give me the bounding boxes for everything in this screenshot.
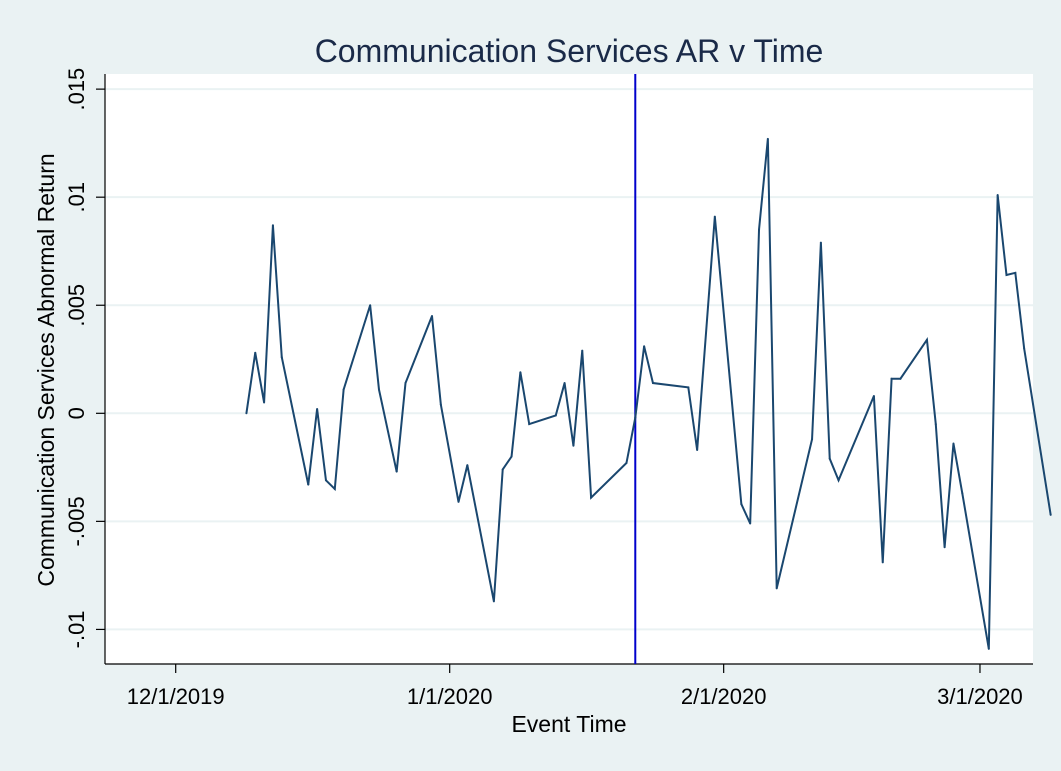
data-point-30 [643, 345, 646, 348]
data-point-48 [925, 338, 928, 341]
data-point-47 [899, 377, 902, 380]
data-point-22 [528, 423, 531, 426]
data-point-1 [254, 351, 257, 354]
data-point-33 [696, 449, 699, 452]
data-point-54 [996, 194, 999, 197]
data-point-17 [466, 464, 469, 467]
data-point-11 [377, 388, 380, 391]
data-point-44 [872, 395, 875, 398]
data-point-40 [811, 438, 814, 441]
data-point-51 [952, 442, 955, 445]
data-point-46 [890, 377, 893, 380]
data-point-24 [563, 382, 566, 385]
series-layer [245, 137, 1052, 650]
data-point-13 [404, 382, 407, 385]
data-point-4 [280, 356, 283, 359]
data-point-10 [369, 304, 372, 307]
y-tick-label-2: 0 [64, 407, 89, 419]
x-axis-label: Event Time [511, 711, 626, 737]
data-point-18 [492, 600, 495, 603]
data-point-21 [519, 371, 522, 374]
data-point-14 [431, 315, 434, 318]
y-tick-label-5: .015 [64, 68, 89, 111]
data-point-12 [395, 470, 398, 473]
data-point-26 [581, 349, 584, 352]
data-point-43 [837, 479, 840, 482]
data-point-15 [439, 403, 442, 406]
data-point-29 [634, 416, 637, 419]
data-point-36 [749, 522, 752, 525]
x-tick-label-3: 3/1/2020 [937, 684, 1023, 709]
plot-area [105, 74, 1033, 664]
data-point-6 [316, 407, 319, 410]
data-point-52 [961, 492, 964, 495]
data-point-49 [934, 423, 937, 426]
data-point-7 [324, 479, 327, 482]
data-point-8 [333, 487, 336, 490]
data-point-56 [1014, 271, 1017, 274]
data-point-19 [501, 468, 504, 471]
data-point-31 [651, 382, 654, 385]
data-point-25 [572, 444, 575, 447]
y-tick-label-1: -.005 [64, 496, 89, 546]
data-point-39 [775, 587, 778, 590]
data-point-50 [943, 546, 946, 549]
data-point-32 [687, 386, 690, 389]
data-point-34 [713, 215, 716, 218]
data-point-20 [510, 455, 513, 458]
data-point-41 [819, 241, 822, 244]
data-point-53 [987, 647, 990, 650]
data-point-55 [1005, 273, 1008, 276]
data-point-0 [245, 412, 248, 415]
data-point-2 [263, 401, 266, 404]
data-point-3 [271, 224, 274, 227]
x-tick-label-1: 1/1/2020 [407, 684, 493, 709]
y-axis-label: Communication Services Abnormal Return [33, 153, 59, 586]
data-point-27 [590, 496, 593, 499]
chart-title: Communication Services AR v Time [315, 33, 824, 69]
x-axis: 12/1/2019 1/1/2020 2/1/2020 3/1/2020 [105, 663, 1033, 709]
data-point-35 [740, 503, 743, 506]
x-tick-label-2: 2/1/2020 [681, 684, 767, 709]
data-point-23 [554, 414, 557, 417]
x-tick-label-0: 12/1/2019 [127, 684, 225, 709]
data-point-58 [1049, 513, 1052, 516]
data-point-9 [342, 388, 345, 391]
y-tick-label-0: -.01 [64, 610, 89, 648]
y-axis: -.01 -.005 0 .005 .01 .015 [64, 68, 106, 664]
data-point-38 [766, 137, 769, 140]
data-point-37 [758, 228, 761, 231]
data-point-42 [828, 457, 831, 460]
data-point-45 [881, 561, 884, 564]
data-point-57 [1023, 347, 1026, 350]
data-point-16 [457, 500, 460, 503]
y-tick-label-3: .005 [64, 284, 89, 327]
data-point-28 [625, 462, 628, 465]
y-tick-label-4: .01 [64, 182, 89, 213]
data-point-5 [307, 483, 310, 486]
